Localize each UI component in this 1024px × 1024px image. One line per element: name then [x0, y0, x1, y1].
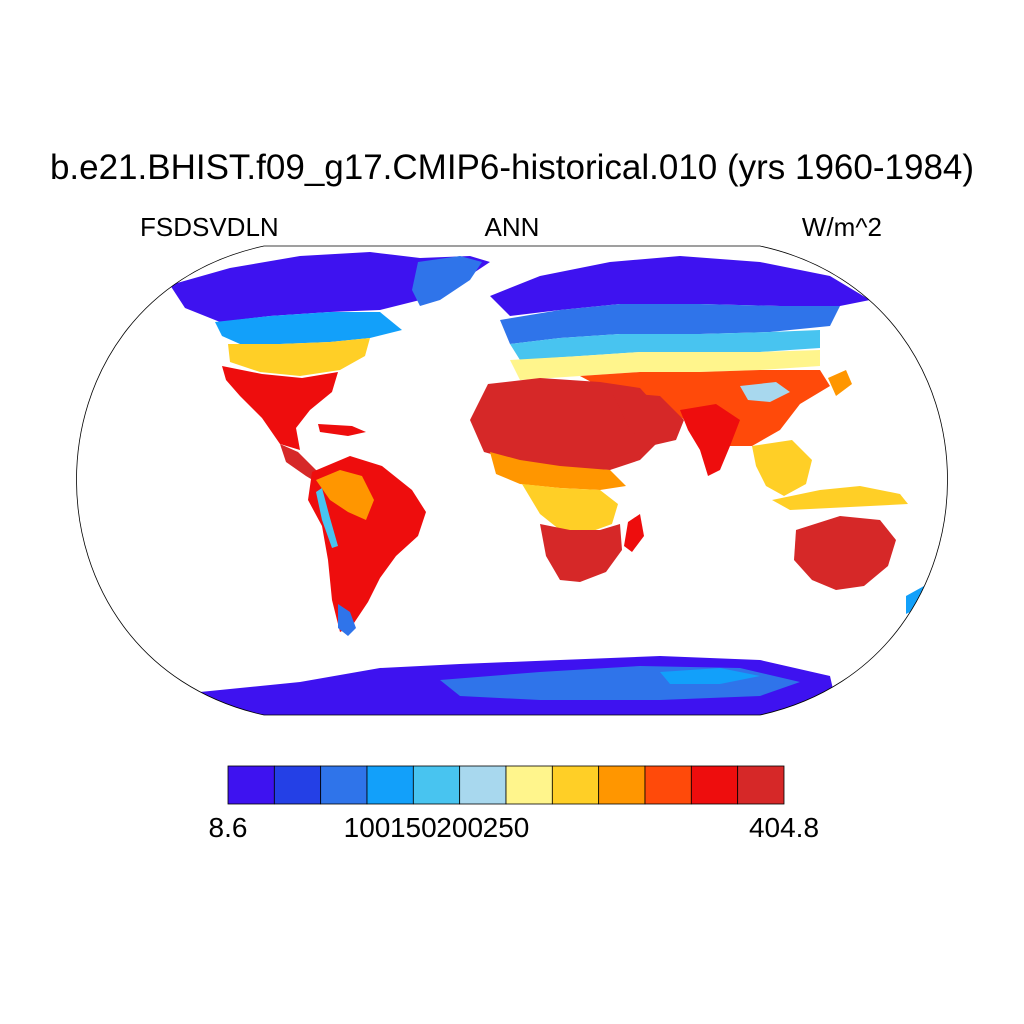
- south-america-tip: [338, 604, 356, 636]
- season-label: ANN: [484, 212, 540, 242]
- north-america-boreal: [215, 312, 402, 344]
- colorbar-swatch: [737, 765, 785, 805]
- australia: [794, 516, 896, 590]
- colorbar-swatch: [227, 765, 275, 805]
- japan: [828, 370, 852, 396]
- colorbar-swatch: [459, 765, 507, 805]
- colorbar-swatch: [412, 765, 461, 805]
- units-label: W/m^2: [801, 212, 882, 242]
- arabia: [612, 392, 684, 446]
- andes-high: [316, 488, 338, 548]
- colorbar-swatch: [551, 765, 600, 805]
- colorbar-swatch: [273, 765, 322, 805]
- eurasia-cool: [510, 330, 820, 360]
- colorbar-tick-label: 150: [389, 812, 437, 843]
- colorbar-swatch: [320, 765, 368, 805]
- madagascar: [624, 514, 644, 552]
- europe-mid: [510, 350, 820, 380]
- colorbar-tick-label: 404.8: [748, 812, 820, 843]
- south-america-andes: [316, 470, 374, 520]
- africa-north: [470, 378, 660, 470]
- southeast-asia: [752, 440, 812, 496]
- land-fields: [170, 252, 938, 715]
- globe-outline: [76, 245, 948, 716]
- plot-title: b.e21.BHIST.f09_g17.CMIP6-historical.010…: [49, 148, 975, 187]
- eurasia-boreal: [500, 304, 840, 344]
- north-america-arctic: [170, 252, 490, 322]
- colorbar-tick-label: 200: [436, 812, 484, 843]
- colorbar-swatch: [644, 765, 692, 805]
- north-america-midlat: [228, 338, 370, 376]
- africa-south: [540, 524, 622, 582]
- tibet-plateau: [740, 382, 790, 402]
- colorbar-swatch: [505, 765, 553, 805]
- variable-label: FSDSVDLN: [140, 212, 279, 242]
- colorbar-swatch: [598, 765, 646, 805]
- colorbar-tick-label: 8.6: [208, 812, 248, 843]
- colorbar: [227, 765, 785, 805]
- colorbar-tick-label: 250: [482, 812, 530, 843]
- colorbar-tick-label: 100: [343, 812, 391, 843]
- antarctica-interior: [660, 668, 760, 684]
- greenland: [412, 256, 482, 306]
- india: [680, 404, 740, 476]
- indonesia: [772, 486, 908, 510]
- caribbean: [318, 424, 366, 436]
- colorbar-swatch: [366, 765, 414, 805]
- north-america-south: [222, 366, 338, 450]
- eurasia-arctic: [490, 256, 870, 316]
- colorbar-swatch: [690, 765, 739, 805]
- africa-tropical: [522, 484, 618, 532]
- africa-sahel: [490, 452, 626, 490]
